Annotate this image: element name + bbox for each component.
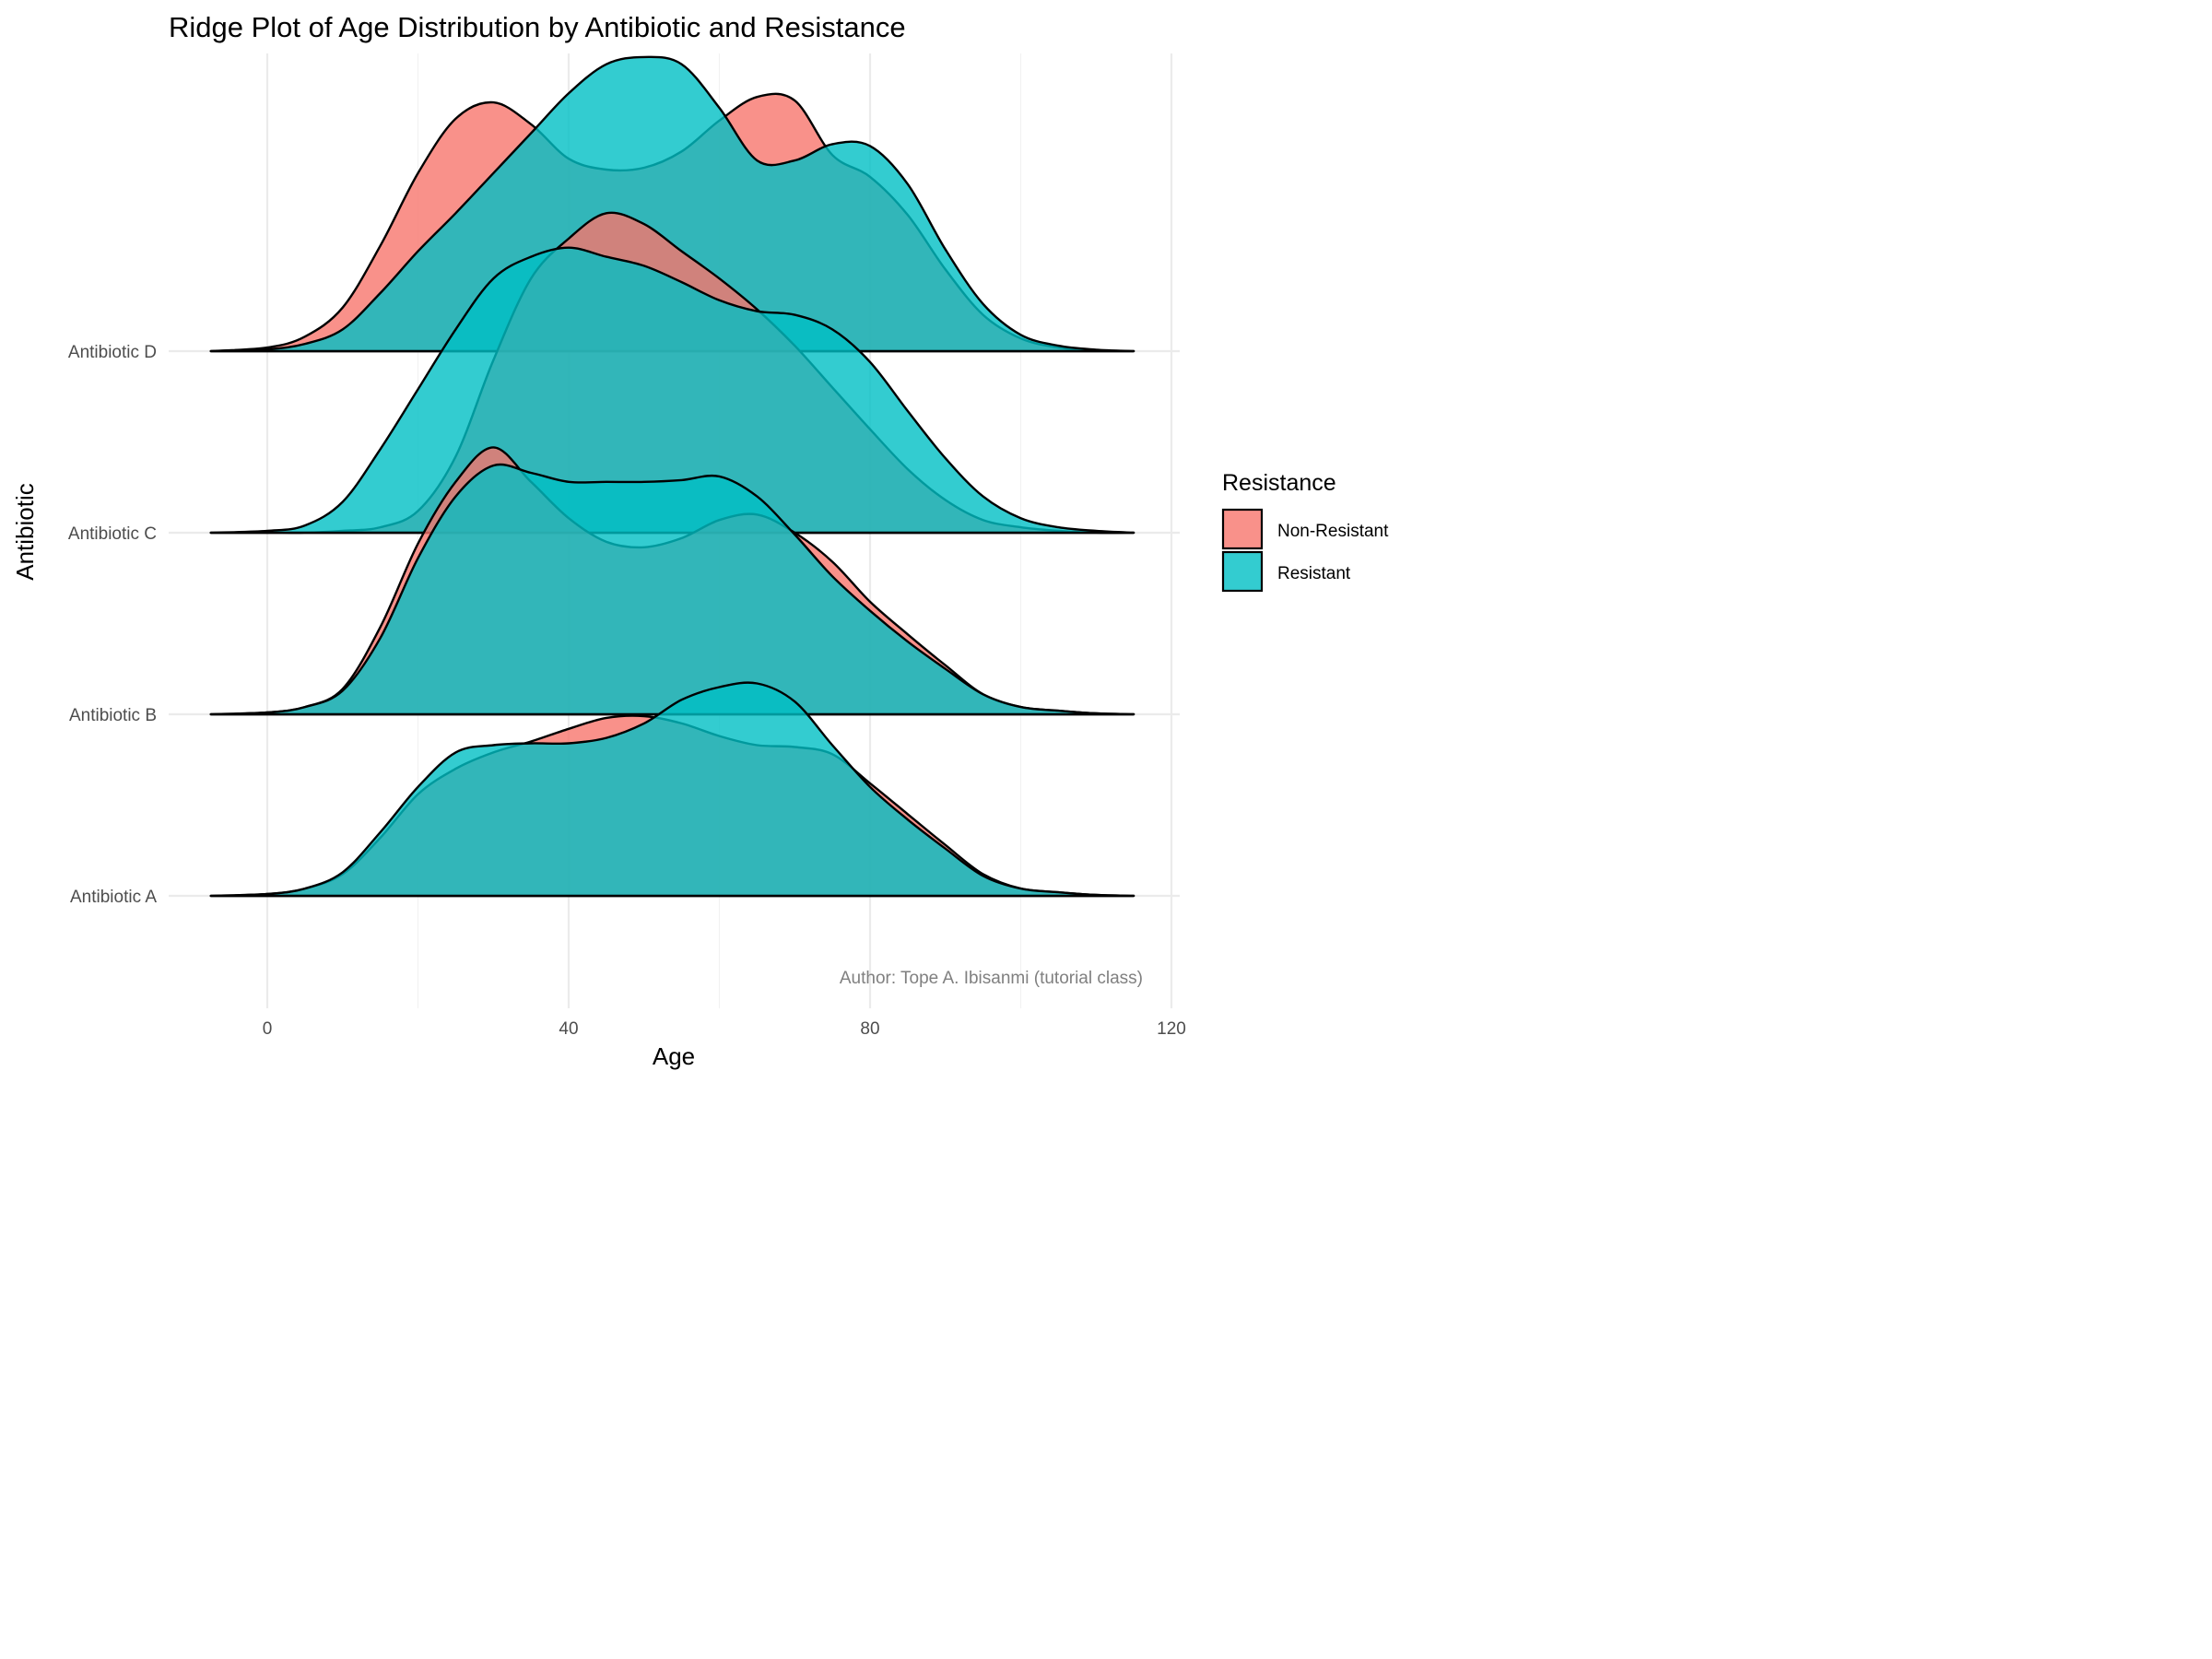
x-axis-ticks: 0 40 80 120 — [263, 1019, 1186, 1039]
x-tick-label: 80 — [860, 1019, 879, 1039]
ridge-antibiotic-d — [209, 55, 1135, 353]
x-tick-label: 120 — [1157, 1019, 1186, 1039]
ridge-resistant-area — [209, 681, 1135, 898]
legend-swatch-non-resistant — [1221, 508, 1264, 550]
x-axis-title: Age — [653, 1042, 695, 1070]
y-tick-label: Antibiotic A — [70, 888, 157, 907]
legend-label: Non-Resistant — [1277, 522, 1389, 541]
y-tick-label: Antibiotic C — [68, 524, 157, 544]
ridge-antibiotic-b — [209, 446, 1135, 716]
ridge-resistant-area — [209, 246, 1135, 535]
chart-caption: Author: Tope A. Ibisanmi (tutorial class… — [840, 969, 1143, 988]
x-tick-label: 40 — [559, 1019, 578, 1039]
y-tick-label: Antibiotic B — [69, 706, 157, 725]
ridge-antibiotic-c — [209, 211, 1135, 535]
legend-label: Resistant — [1277, 564, 1351, 583]
y-axis-title: Antibiotic — [11, 483, 39, 581]
ridge-areas — [209, 55, 1135, 898]
chart-title: Ridge Plot of Age Distribution by Antibi… — [169, 11, 906, 43]
legend: Resistance Non-Resistant Resistant — [1221, 470, 1389, 593]
y-tick-label: Antibiotic D — [68, 343, 157, 362]
ridge-resistant-area — [209, 55, 1135, 353]
legend-swatch-resistant — [1221, 550, 1264, 593]
legend-title: Resistance — [1222, 470, 1336, 496]
y-axis-ticks: Antibiotic A Antibiotic B Antibiotic C Anti… — [68, 343, 157, 907]
ridge-antibiotic-a — [209, 681, 1135, 898]
x-tick-label: 0 — [263, 1019, 273, 1039]
ridge-resistant-area — [209, 463, 1135, 716]
ridge-chart: Ridge Plot of Age Distribution by Antibi… — [0, 0, 1430, 1073]
